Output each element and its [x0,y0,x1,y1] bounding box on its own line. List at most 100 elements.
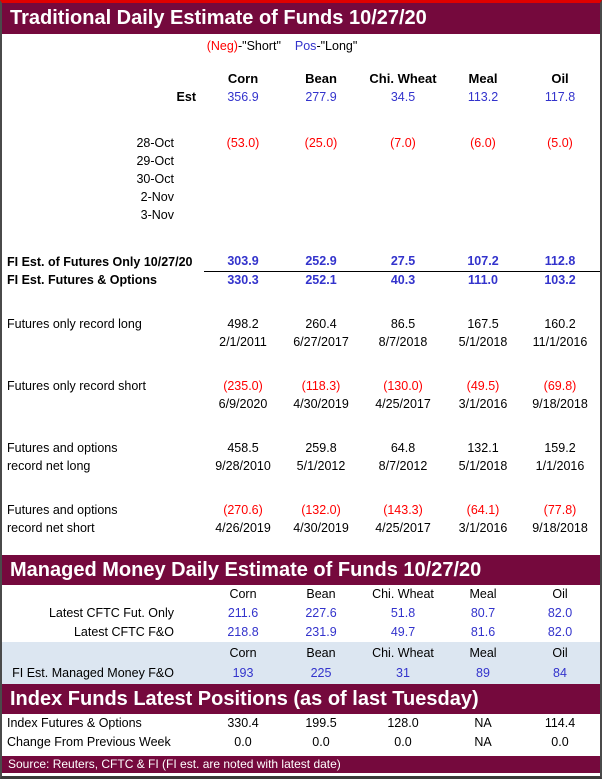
est-label: Est [176,90,196,104]
mm-chi-wheat: 51.8 [390,606,416,620]
record-label-line2: record net long [7,459,91,473]
record-date-meal: 5/1/2018 [458,335,508,349]
record-date-chi-wheat: 8/7/2012 [378,459,428,473]
source-band: Source: Reuters, CFTC & FI (FI est. are … [2,756,600,773]
record-date-oil: 9/18/2018 [532,521,588,535]
col-header-oil: Oil [551,71,569,86]
legend-pos: Pos [294,39,317,53]
est-corn: 356.9 [227,90,259,104]
record-block-fo-net-long: Futures and options 458.5 259.8 64.8 132… [2,439,600,475]
fi-fo-chi-wheat: 27.5 [360,252,446,272]
index-change-row: Change From Previous Week 0.0 0.0 0.0 NA… [2,733,600,752]
legend-pos-rest: -"Long" [316,39,358,53]
record-meal: 132.1 [467,441,499,455]
fi-mm-col-header-chi-wheat: Chi. Wheat [372,646,434,660]
record-label: Futures and options [7,441,118,455]
index-fo-row: Index Futures & Options 330.4 199.5 128.… [2,714,600,733]
fi-mm-corn: 193 [232,666,254,680]
fi-mm-meal: 89 [476,666,490,680]
record-label: Futures only record short [7,379,146,393]
fi-fao-corn: 330.3 [227,273,259,287]
fi-mm-bean: 225 [310,666,332,680]
traditional-title-band: Traditional Daily Estimate of Funds 10/2… [2,3,600,34]
fi-fao-meal: 111.0 [468,273,498,287]
daily-row: 3-Nov [2,206,600,224]
fi-fao-oil: 103.2 [544,273,576,287]
daily-row: 29-Oct [2,152,600,170]
record-meal: 167.5 [467,317,499,331]
record-date-bean: 6/27/2017 [293,335,349,349]
mm-oil: 82.0 [547,625,573,639]
mm-chi-wheat: 49.7 [390,625,416,639]
fi-mm-col-header-corn: Corn [229,646,257,660]
record-date-meal: 3/1/2016 [458,397,508,411]
daily-meal: (6.0) [470,136,496,150]
mm-cftc-fo-row: Latest CFTC F&O 218.8 231.9 49.7 81.6 82… [2,623,600,642]
fi-futures-options-row: FI Est. Futures & Options 330.3 252.1 40… [2,271,600,290]
mm-row-label: Latest CFTC F&O [73,625,174,639]
col-header-corn: Corn [227,71,259,86]
record-date-oil: 11/1/2016 [532,335,588,349]
index-row-label: Change From Previous Week [7,735,171,749]
managed-money-title: Managed Money Daily Estimate of Funds 10… [10,559,482,581]
col-header-bean: Bean [305,71,337,86]
index-chi-wheat: 0.0 [394,735,412,749]
fi-mm-chi-wheat: 31 [396,666,410,680]
est-row: Est 356.9 277.9 34.5 113.2 117.8 [2,88,600,106]
daily-row: 30-Oct [2,170,600,188]
record-block-fo-net-short: Futures and options (270.6) (132.0) (143… [2,501,600,537]
mm-column-header-row: Corn Bean Chi. Wheat Meal Oil [2,585,600,604]
index-oil: 114.4 [544,716,576,730]
record-dates-row: 2/1/2011 6/27/2017 8/7/2018 5/1/2018 11/… [2,333,600,351]
daily-chi-wheat: (7.0) [390,136,416,150]
index-meal: NA [474,735,492,749]
record-date-meal: 3/1/2016 [458,521,508,535]
record-date-oil: 1/1/2016 [535,459,585,473]
fi-fao-chi-wheat: 40.3 [390,273,416,287]
record-date-oil: 9/18/2018 [532,397,588,411]
record-date-meal: 5/1/2018 [458,459,508,473]
record-date-corn: 6/9/2020 [218,397,268,411]
record-date-bean: 5/1/2012 [296,459,346,473]
managed-money-title-band: Managed Money Daily Estimate of Funds 10… [2,555,600,585]
daily-oil: (5.0) [547,136,573,150]
index-corn: 0.0 [234,735,252,749]
record-corn: (270.6) [223,503,263,517]
legend-neg: (Neg) [206,39,238,53]
record-dates-row: record net long 9/28/2010 5/1/2012 8/7/2… [2,457,600,475]
fi-fo-bean: 252.9 [282,252,360,272]
record-meal: (49.5) [466,379,500,393]
record-chi-wheat: (130.0) [383,379,423,393]
record-label: Futures only record long [7,317,142,331]
record-block-futures-short: Futures only record short (235.0) (118.3… [2,377,600,413]
record-date-corn: 2/1/2011 [219,335,267,349]
mm-bean: 231.9 [305,625,337,639]
fi-fo-corn: 303.9 [204,252,282,272]
column-header-row: Corn Bean Chi. Wheat Meal Oil [2,70,600,88]
fi-mm-col-header-meal: Meal [469,646,497,660]
index-row-label: Index Futures & Options [7,716,142,730]
index-chi-wheat: 128.0 [387,716,419,730]
record-values-row: Futures and options 458.5 259.8 64.8 132… [2,439,600,457]
index-funds-title: Index Funds Latest Positions (as of last… [10,688,479,710]
daily-row: 2-Nov [2,188,600,206]
mm-col-header-meal: Meal [469,587,497,601]
record-bean: (118.3) [301,379,341,393]
record-corn: 498.2 [227,317,259,331]
record-oil: 160.2 [544,317,576,331]
daily-date-label: 28-Oct [136,136,174,150]
legend-neg-rest: -"Short" [237,39,281,53]
fi-fo-meal: 107.2 [446,252,520,272]
est-meal: 113.2 [467,90,499,104]
record-values-row: Futures and options (270.6) (132.0) (143… [2,501,600,519]
record-values-row: Futures only record long 498.2 260.4 86.… [2,315,600,333]
mm-bean: 227.6 [305,606,337,620]
fi-mm-values-row: FI Est. Managed Money F&O 193 225 31 89 … [2,663,600,683]
record-chi-wheat: (143.3) [383,503,423,517]
record-block-futures-long: Futures only record long 498.2 260.4 86.… [2,315,600,351]
fi-mm-oil: 84 [553,666,567,680]
daily-bean: (25.0) [304,136,338,150]
index-funds-title-band: Index Funds Latest Positions (as of last… [2,684,600,714]
est-oil: 117.8 [544,90,576,104]
